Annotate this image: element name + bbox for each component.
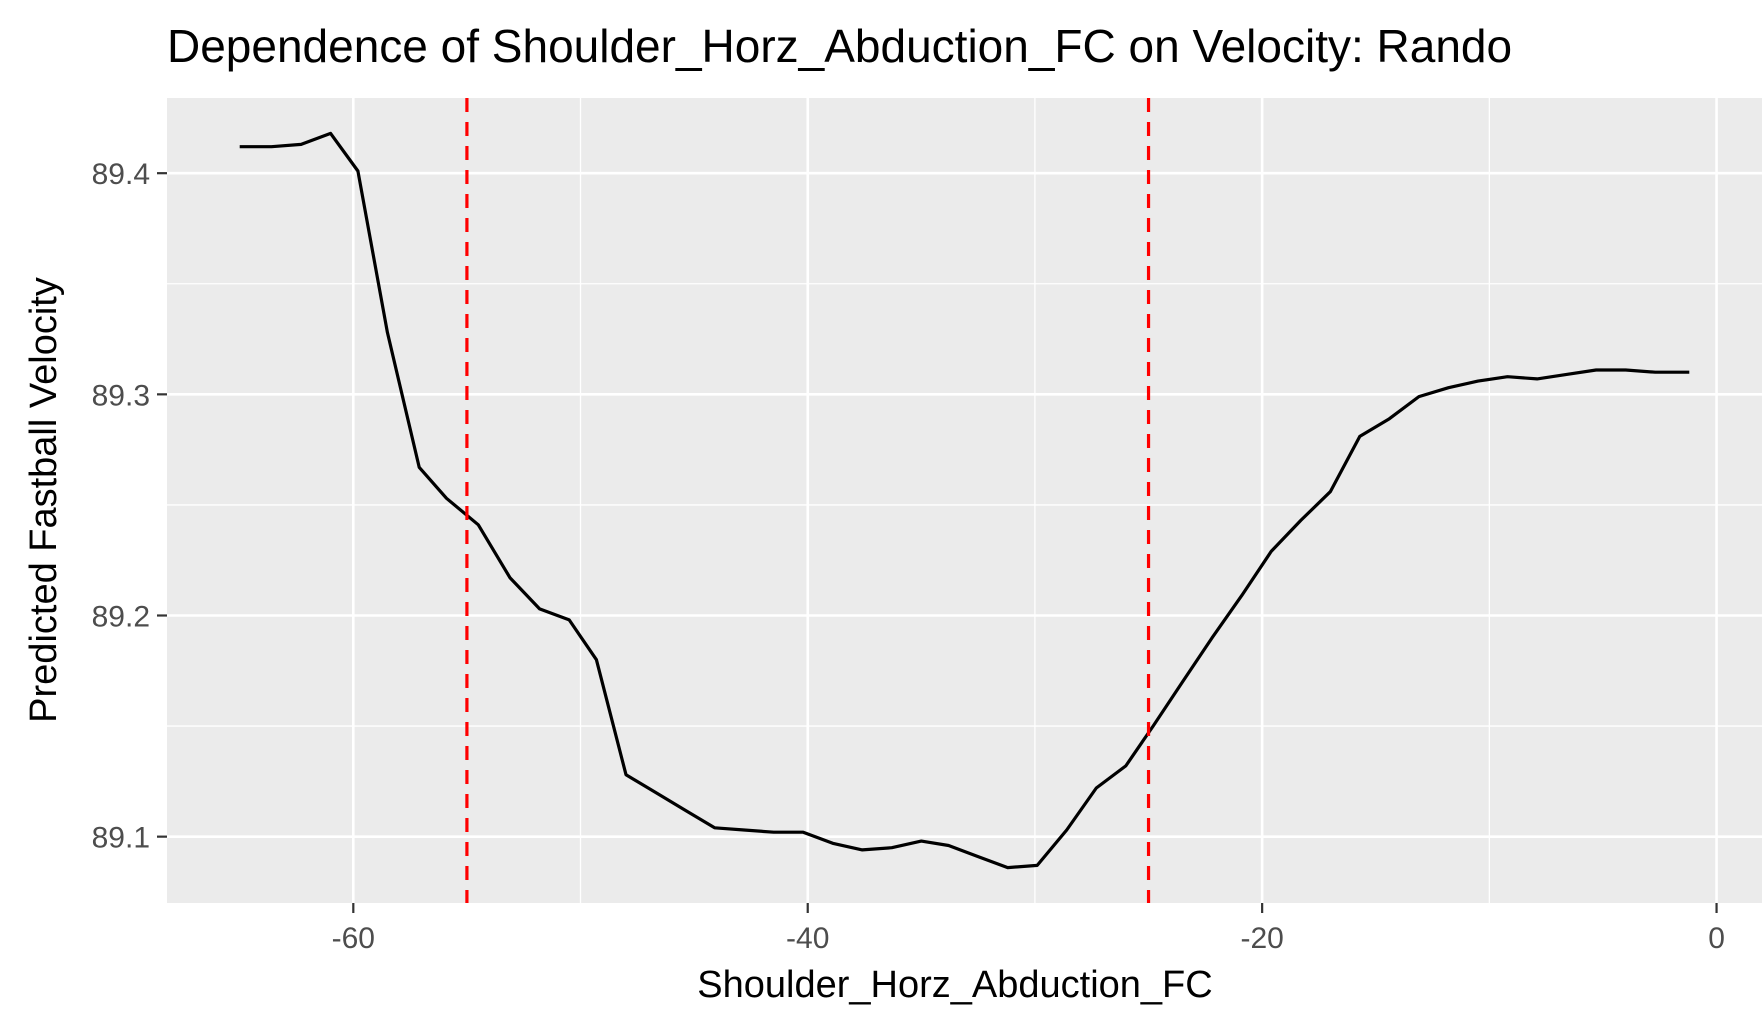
y-tick-label: 89.4 [92, 158, 150, 191]
x-tick-label: -20 [1240, 922, 1283, 955]
y-tick-label: 89.3 [92, 379, 150, 412]
x-tick-label: -40 [786, 922, 829, 955]
major-gridlines [167, 98, 1762, 903]
y-axis-title: Predicted Fastball Velocity [23, 277, 65, 723]
x-axis-title: Shoulder_Horz_Abduction_FC [697, 964, 1212, 1006]
y-tick-label: 89.2 [92, 601, 150, 634]
chart-title: Dependence of Shoulder_Horz_Abduction_FC… [167, 20, 1512, 72]
y-axis: 89.1 89.2 89.3 89.4 [92, 158, 167, 855]
x-axis: -60 -40 -20 0 [332, 903, 1725, 955]
x-tick-label: -60 [332, 922, 375, 955]
minor-gridlines [167, 98, 1762, 903]
x-tick-label: 0 [1708, 922, 1725, 955]
series-line [239, 131, 1690, 870]
y-tick-label: 89.1 [92, 822, 150, 855]
plot-panel [167, 98, 1762, 903]
